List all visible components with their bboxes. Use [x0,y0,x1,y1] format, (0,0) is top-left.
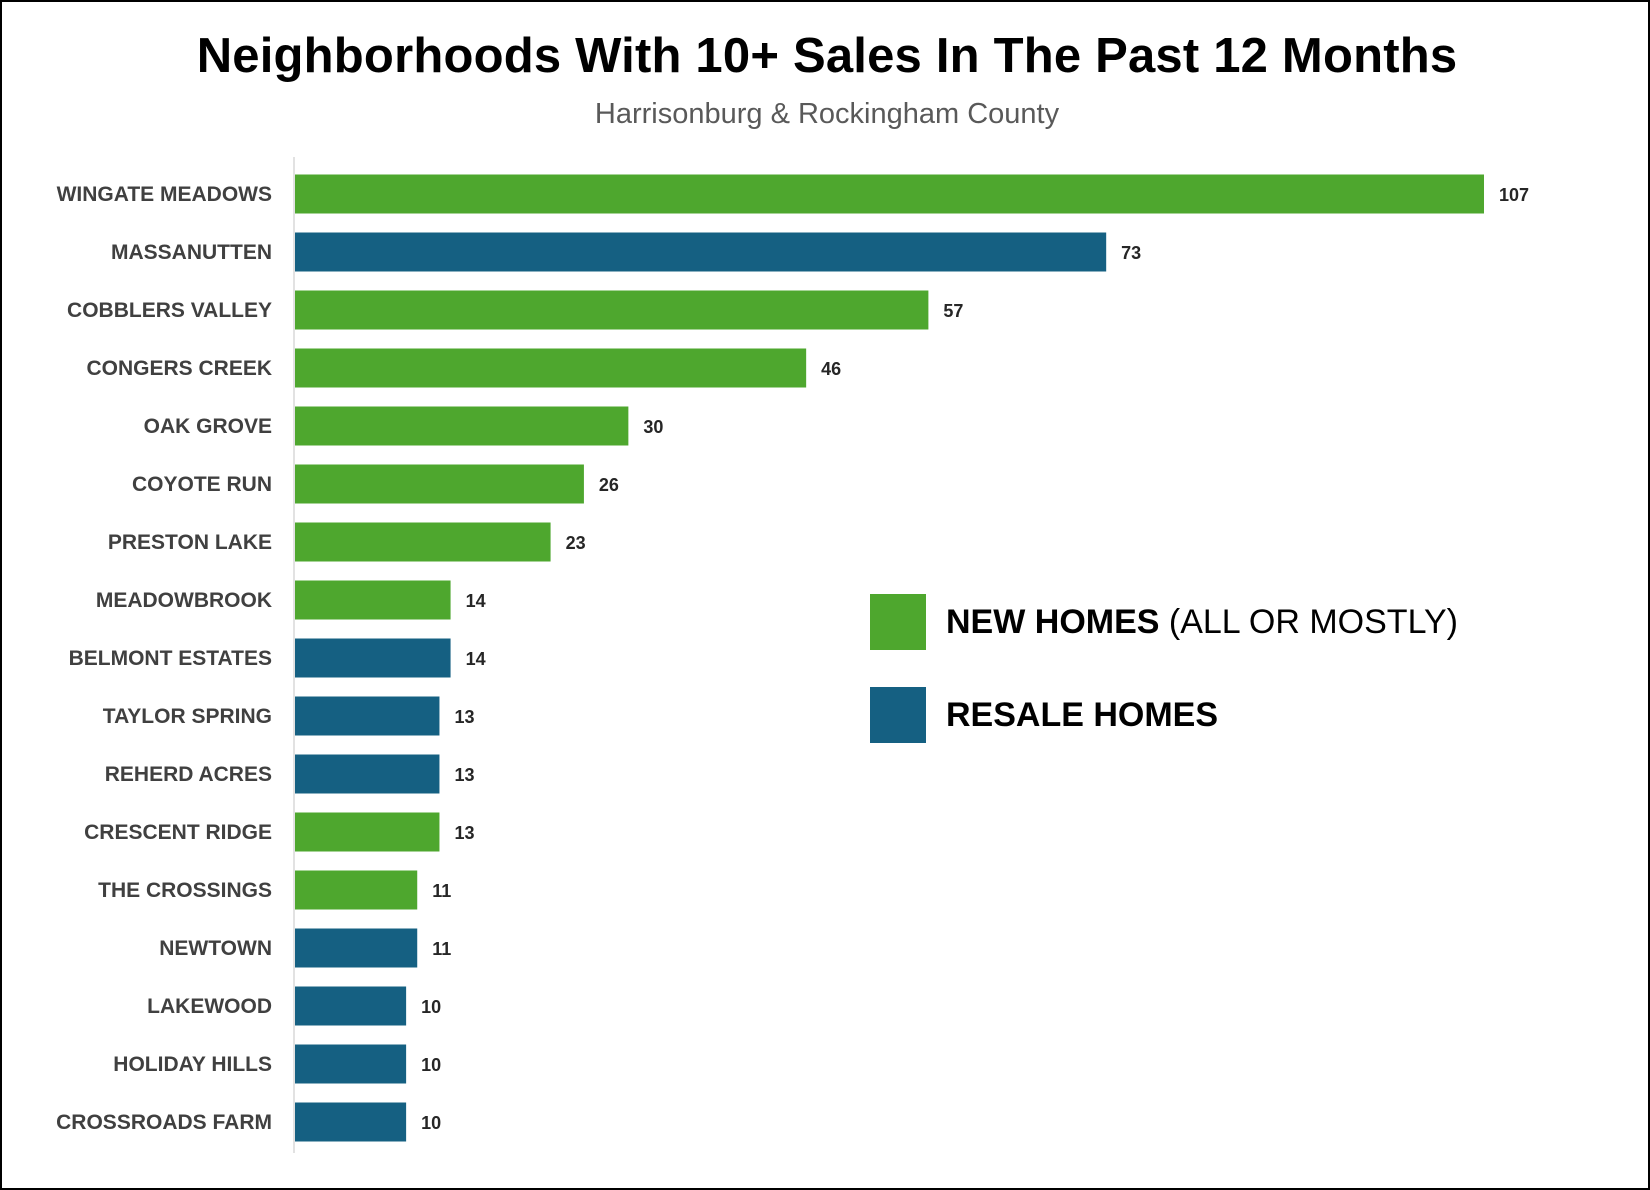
bar-reherd-acres [295,754,440,794]
bar-crescent-ridge [295,812,440,852]
bar-crossroads-farm [295,1102,407,1142]
chart-title: Neighborhoods With 10+ Sales In The Past… [196,29,1458,83]
bar-taylor-spring [295,696,440,736]
value-label-preston-lake: 23 [566,533,586,553]
category-label-lakewood: LAKEWOOD [147,995,272,1018]
legend-label-resale-homes: RESALE HOMES [946,696,1218,735]
value-label-belmont-estates: 14 [466,649,486,669]
category-label-the-crossings: THE CROSSINGS [98,879,272,902]
value-label-lakewood: 10 [421,997,441,1017]
legend-label-resale-homes-bold: RESALE HOMES [946,695,1219,734]
category-label-reherd-acres: REHERD ACRES [105,763,272,786]
legend-item-new-homes: NEW HOMES (ALL OR MOSTLY) [870,594,1458,650]
bar-meadowbrook [295,580,451,620]
legend-swatch-new-homes [870,594,926,650]
legend-item-resale-homes: RESALE HOMES [870,687,1218,743]
category-label-crossroads-farm: CROSSROADS FARM [56,1111,272,1134]
chart-subtitle: Harrisonburg & Rockingham County [594,98,1060,130]
category-label-wingate-meadows: WINGATE MEADOWS [57,183,272,206]
value-label-reherd-acres: 13 [454,765,474,785]
value-label-oak-grove: 30 [643,417,663,437]
value-label-congers-creek: 46 [821,359,841,379]
category-label-taylor-spring: TAYLOR SPRING [103,705,272,728]
bar-the-crossings [295,870,418,910]
value-label-coyote-run: 26 [599,475,619,495]
value-label-crossroads-farm: 10 [421,1113,441,1133]
bar-coyote-run [295,464,584,504]
legend-label-new-homes: NEW HOMES (ALL OR MOSTLY) [946,603,1458,642]
category-label-newtown: NEWTOWN [159,937,272,960]
value-label-meadowbrook: 14 [466,591,486,611]
category-label-preston-lake: PRESTON LAKE [108,531,272,554]
value-label-holiday-hills: 10 [421,1055,441,1075]
category-label-meadowbrook: MEADOWBROOK [96,589,272,612]
category-label-oak-grove: OAK GROVE [144,415,272,438]
bar-oak-grove [295,406,629,446]
value-label-crescent-ridge: 13 [454,823,474,843]
value-label-taylor-spring: 13 [454,707,474,727]
category-label-massanutten: MASSANUTTEN [111,241,272,264]
value-label-cobblers-valley: 57 [943,301,963,321]
category-label-cobblers-valley: COBBLERS VALLEY [67,299,272,322]
bar-newtown [295,928,418,968]
bar-lakewood [295,986,407,1026]
bar-holiday-hills [295,1044,407,1084]
bar-massanutten [295,232,1107,272]
category-label-belmont-estates: BELMONT ESTATES [69,647,272,670]
legend-label-new-homes-bold: NEW HOMES [946,602,1160,641]
bar-preston-lake [295,522,551,562]
legend-label-new-homes-note: (ALL OR MOSTLY) [1159,602,1458,641]
bar-belmont-estates [295,638,451,678]
value-label-wingate-meadows: 107 [1499,185,1529,205]
category-label-coyote-run: COYOTE RUN [132,473,272,496]
value-label-massanutten: 73 [1121,243,1141,263]
bar-congers-creek [295,348,807,388]
bar-wingate-meadows [295,174,1484,214]
value-label-the-crossings: 11 [432,881,451,901]
category-label-crescent-ridge: CRESCENT RIDGE [84,821,272,844]
category-label-holiday-hills: HOLIDAY HILLS [113,1053,272,1076]
bar-cobblers-valley [295,290,929,330]
category-label-congers-creek: CONGERS CREEK [86,357,272,380]
legend-swatch-resale-homes [870,687,926,743]
value-label-newtown: 11 [432,939,451,959]
